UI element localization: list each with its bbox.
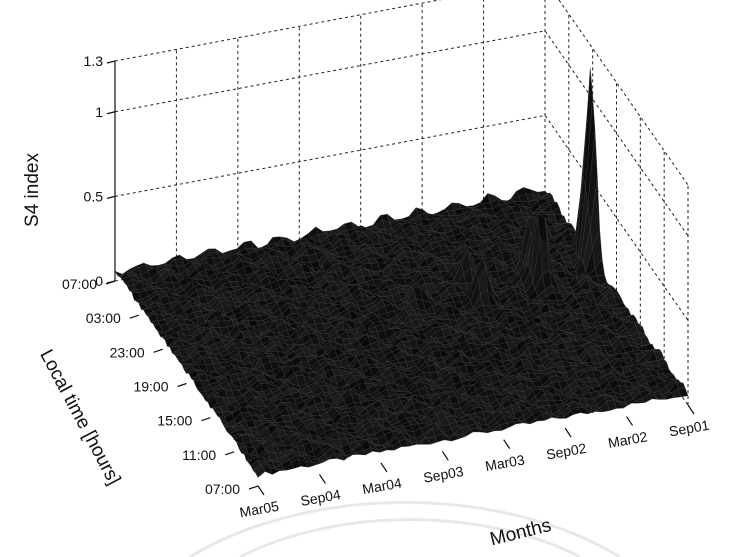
y-axis-title: Local time [hours] bbox=[35, 346, 124, 488]
z-axis-title: S4 index bbox=[22, 153, 43, 227]
x-tick-mark bbox=[257, 485, 265, 496]
z-tick-label: 1 bbox=[95, 104, 103, 120]
x-tick-mark bbox=[626, 416, 634, 426]
y-tick-label: 03:00 bbox=[86, 310, 121, 326]
surface-cell bbox=[114, 270, 125, 276]
x-tick-label: Sep01 bbox=[668, 417, 711, 440]
z-level-gridline bbox=[114, 0, 689, 186]
z-tick-mark bbox=[106, 195, 116, 199]
z-axis-ticks: 0 0.5 1 1.3 bbox=[84, 53, 116, 289]
y-tick-label: 23:00 bbox=[110, 344, 145, 360]
z-level-gridline bbox=[114, 114, 689, 321]
y-tick-label: 15:00 bbox=[157, 413, 192, 429]
y-tick-mark bbox=[129, 314, 140, 319]
x-tick-label: Mar03 bbox=[484, 451, 526, 474]
x-tick-label: Sep04 bbox=[299, 486, 342, 509]
y-tick-label: 11:00 bbox=[182, 447, 216, 463]
y-axis-ticks: 07:00 11:00 15:00 19:00 23:00 03:00 07:00 bbox=[62, 276, 259, 497]
axis-box-edges bbox=[114, 61, 689, 405]
surface-cell bbox=[678, 388, 689, 398]
x-tick-mark bbox=[441, 450, 449, 461]
x-tick-label: Mar04 bbox=[361, 475, 403, 498]
surface-plot bbox=[114, 67, 689, 478]
x-tick-label: Mar02 bbox=[607, 428, 649, 451]
x-tick-label: Mar05 bbox=[238, 498, 280, 521]
z-tick-label: 1.3 bbox=[84, 53, 104, 69]
x-tick-mark bbox=[687, 404, 695, 415]
y-tick-mark bbox=[105, 280, 116, 285]
y-tick-mark bbox=[177, 382, 187, 388]
y-tick-mark bbox=[248, 485, 259, 490]
watermark-arcs bbox=[189, 501, 621, 557]
y-tick-mark bbox=[224, 451, 235, 456]
z-tick-label: 0.5 bbox=[84, 188, 104, 204]
x-tick-label: Sep03 bbox=[422, 463, 465, 486]
z-tick-mark bbox=[106, 111, 116, 115]
x-tick-label: Sep02 bbox=[545, 440, 588, 463]
y-tick-label: 19:00 bbox=[133, 379, 168, 395]
x-axis-title: Months bbox=[488, 515, 554, 550]
y-tick-mark bbox=[201, 417, 211, 422]
z-tick-mark bbox=[106, 60, 116, 64]
y-tick-mark bbox=[153, 348, 163, 353]
x-tick-mark bbox=[503, 439, 511, 450]
y-tick-label: 07:00 bbox=[205, 481, 240, 497]
x-tick-mark bbox=[564, 427, 572, 438]
x-tick-mark bbox=[380, 462, 388, 473]
x-axis-ticks: Mar05 Sep04 Mar04 Sep03 Mar03 Sep02 Mar02 Sep01 bbox=[238, 404, 711, 521]
z-tick-label: 0 bbox=[95, 273, 103, 289]
y-tick-label: 07:00 bbox=[62, 276, 97, 292]
x-tick-mark bbox=[318, 474, 326, 484]
z-level-gridline bbox=[114, 30, 689, 237]
